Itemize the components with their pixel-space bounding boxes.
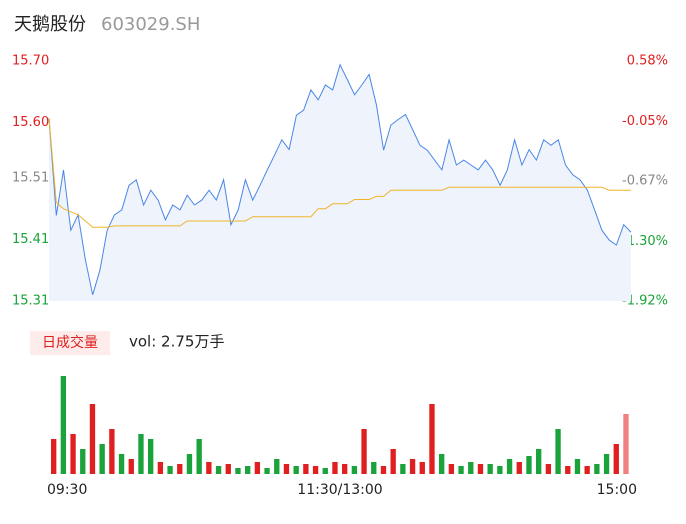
volume-bar [623,414,629,474]
volume-bar [516,462,522,474]
volume-bar [390,449,396,474]
volume-bar [409,459,416,474]
y-tick-label: 15.51 [12,170,49,185]
volume-bar [206,462,212,474]
avg-line [48,118,631,228]
volume-bar [109,429,115,474]
stock-name: 天鹅股份 [14,14,86,35]
volume-bar [361,429,367,474]
volume-bar [555,429,561,474]
y-tick-label: 15.70 [12,54,49,69]
y2-tick-label: -1.30% [622,234,668,249]
y2-tick-label: 0.58% [627,54,668,69]
volume-bar [458,466,464,474]
volume-bar [128,459,134,474]
volume-bar [574,459,581,474]
stock-code: 603029.SH [101,14,200,35]
volume-bar [322,468,328,474]
x-tick-label: 11:30/13:00 [297,482,382,498]
volume-bar [342,464,348,474]
y-tick-label: 15.31 [12,294,49,309]
y-tick-label: 15.60 [12,115,49,130]
y2-tick-label: -1.92% [622,294,668,309]
volume-bar [283,464,290,474]
volume-bar [332,462,338,474]
volume-bar [177,464,183,474]
volume-bar [51,439,57,474]
volume-bar [497,466,503,474]
volume-bar [594,464,600,474]
volume-bar [487,464,493,474]
volume-bar [157,462,164,474]
volume-bar [274,459,280,474]
volume-bar [380,466,387,474]
volume-bar [60,376,67,474]
volume-bar [254,462,261,474]
volume-bar [80,449,86,474]
volume-bar [215,466,222,474]
volume-bar [118,454,125,474]
volume-bar [506,459,513,474]
volume-bar [70,434,76,474]
volume-bar [225,464,231,474]
volume-bar [613,444,619,474]
volume-bar [245,466,251,474]
volume-bar [138,434,144,474]
volume-bar [148,439,154,474]
volume-bar [264,468,270,474]
volume-bar [293,466,299,474]
volume-bar [545,464,552,474]
volume-bar [565,466,571,474]
price-area [49,64,631,301]
y2-tick-label: -0.67% [622,174,668,189]
volume-bar [477,464,484,474]
volume-bar [235,468,241,474]
volume-bar [429,404,435,474]
volume-bar [196,439,202,474]
y-tick-label: 15.41 [12,232,49,247]
volume-bar [468,462,474,474]
volume-label: vol: 2.75万手 [129,333,224,351]
volume-bar [584,466,590,474]
volume-bar [536,449,542,474]
volume-bar [167,466,173,474]
volume-bar [603,454,610,474]
volume-bar [448,464,455,474]
volume-bar [419,462,425,474]
volume-button[interactable]: 日成交量 [42,334,98,351]
x-tick-label: 15:00 [597,482,637,498]
volume-bar [526,456,532,474]
volume-bar [439,454,445,474]
volume-bar [371,462,377,474]
y2-tick-label: -0.05% [622,114,668,129]
volume-bar [400,464,406,474]
volume-bar [186,454,193,474]
volume-bar [303,464,309,474]
x-tick-label: 09:30 [47,482,87,498]
volume-bar [312,466,319,474]
volume-bar [89,404,96,474]
volume-bar [351,466,358,474]
volume-button-bg[interactable] [30,331,110,355]
price-line [48,63,632,295]
volume-bar [99,444,105,474]
